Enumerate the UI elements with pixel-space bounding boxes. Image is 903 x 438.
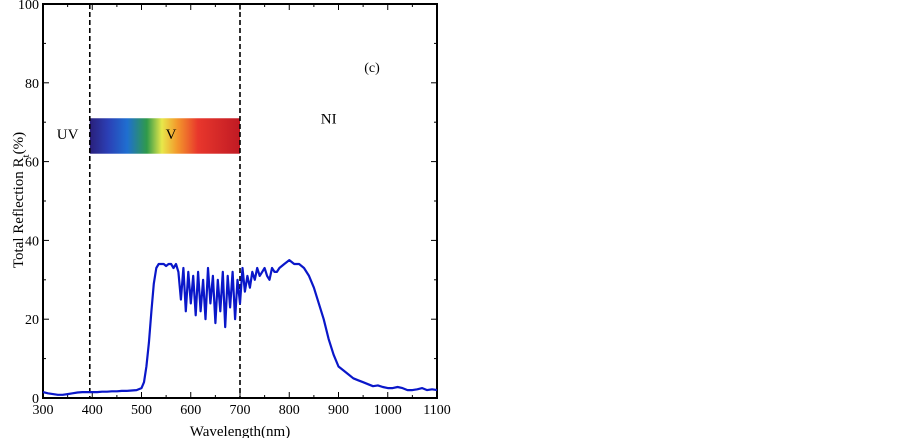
y-tick-label: 80 xyxy=(25,77,39,92)
region-label-uv: UV xyxy=(57,127,79,143)
region-label-v: V xyxy=(166,127,177,143)
x-axis-title: Wavelength(nm) xyxy=(190,424,290,438)
x-tick-label: 700 xyxy=(230,403,251,418)
y-tick-label: 0 xyxy=(32,392,39,407)
region-dividers xyxy=(88,4,241,398)
x-tick-label: 900 xyxy=(328,403,349,418)
y-tick-label: 40 xyxy=(25,234,39,249)
y-axis-title-unit: (%) xyxy=(11,132,27,155)
y-axis-title: Total Reflection Rt(%) xyxy=(11,132,32,268)
region-labels: UV V NI xyxy=(57,111,337,143)
x-tick-label: 1000 xyxy=(374,403,402,418)
x-tick-label: 400 xyxy=(82,403,103,418)
x-tick-label: 600 xyxy=(180,403,201,418)
x-tick-label: 500 xyxy=(131,403,152,418)
x-tick-label: 800 xyxy=(279,403,300,418)
x-tick-label: 300 xyxy=(33,403,54,418)
visible-spectrum-band xyxy=(89,118,240,154)
reflection-series-line xyxy=(42,259,438,396)
y-axis-title-main: Total Reflection R xyxy=(11,157,27,268)
y-tick-label: 20 xyxy=(25,313,39,328)
x-tick-labels: 300 400 500 600 700 800 900 1000 1100 xyxy=(33,403,451,418)
y-tick-labels: 0 20 40 60 80 100 xyxy=(18,0,39,407)
panel-label: (c) xyxy=(364,61,380,76)
x-tick-label: 1100 xyxy=(423,403,450,418)
y-axis-title-sub: t xyxy=(20,154,32,157)
y-tick-label: 60 xyxy=(25,156,39,171)
y-tick-label: 100 xyxy=(18,0,39,13)
region-label-ni: NI xyxy=(321,111,337,127)
